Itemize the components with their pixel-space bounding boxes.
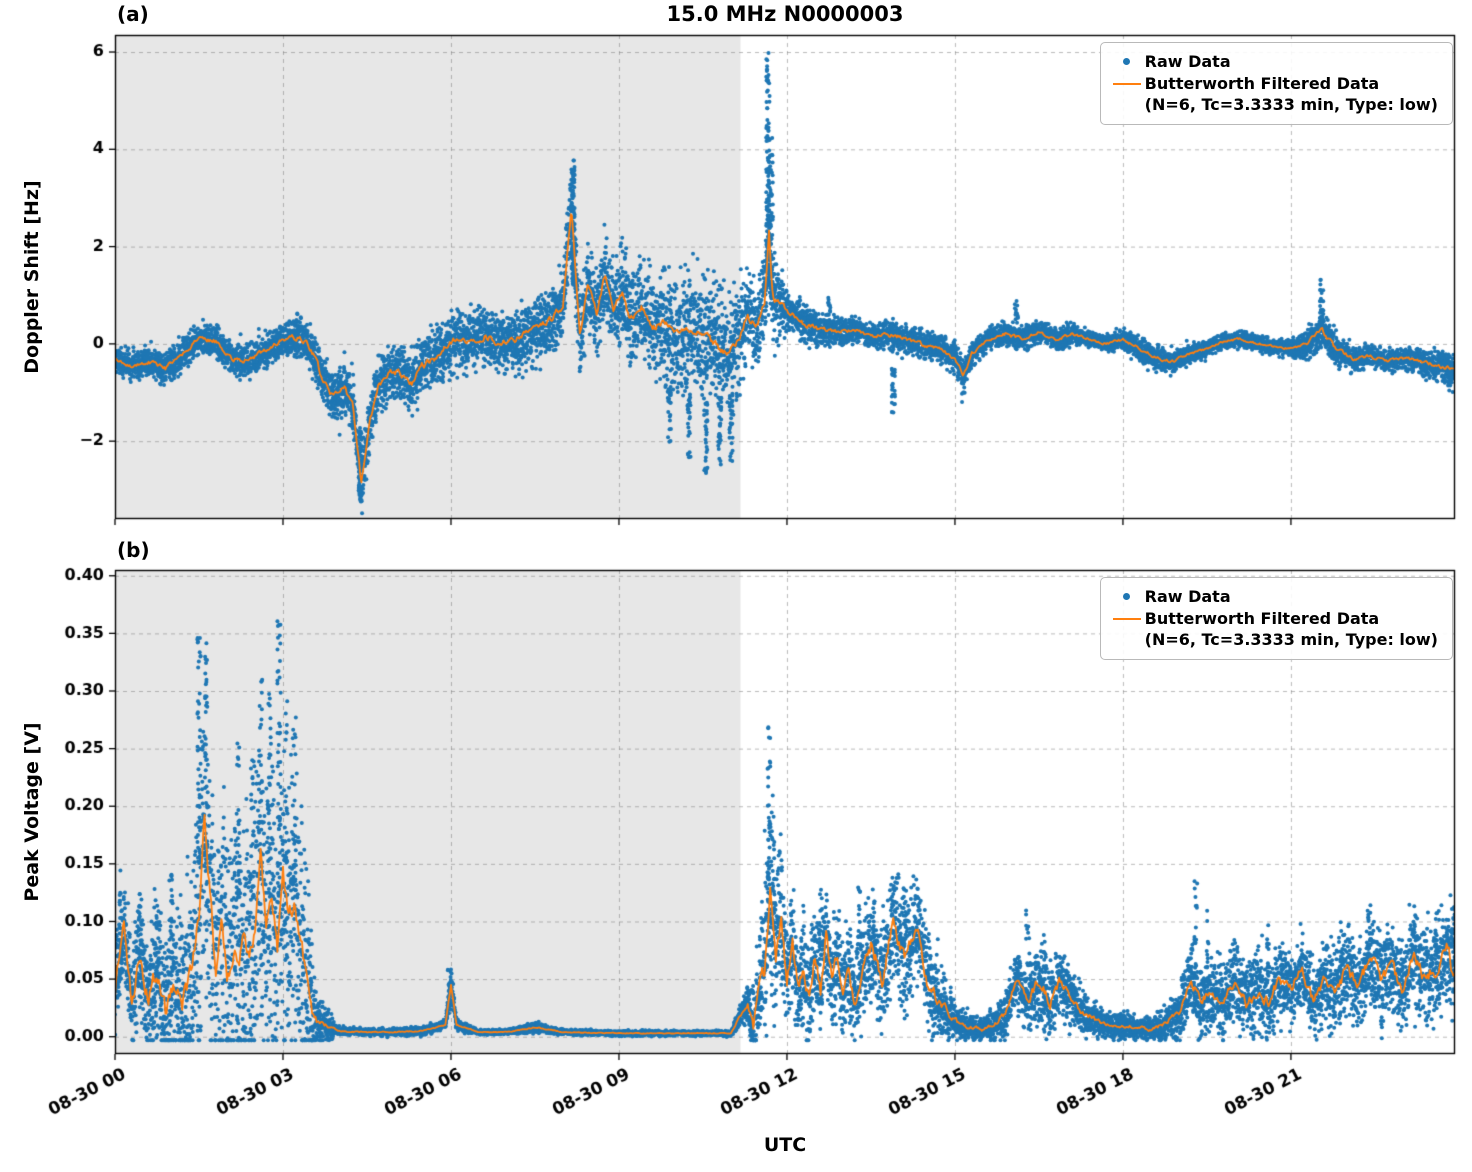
panel-a-label: (a) — [117, 2, 149, 26]
legend-panel-b: Raw Data Butterworth Filtered Data (N=6,… — [1099, 577, 1453, 660]
filtered-line-marker-icon — [1109, 73, 1145, 85]
y-axis-label-voltage: Peak Voltage [V] — [21, 722, 43, 902]
legend-filtered-label: Butterworth Filtered Data — [1144, 608, 1380, 628]
y-axis-label-doppler: Doppler Shift [Hz] — [21, 180, 43, 374]
x-axis-label: UTC — [763, 1134, 807, 1156]
legend-entry-filtered: Butterworth Filtered Data (N=6, Tc=3.333… — [1109, 608, 1438, 651]
legend-entry-raw: Raw Data — [1109, 51, 1438, 73]
legend-filtered-params: (N=6, Tc=3.3333 min, Type: low) — [1144, 630, 1438, 650]
panel-b-label: (b) — [117, 538, 150, 562]
chart-title: 15.0 MHz N0000003 — [666, 2, 904, 26]
legend-raw-label: Raw Data — [1144, 587, 1231, 606]
legend-filtered-label: Butterworth Filtered Data — [1144, 73, 1380, 93]
legend-panel-a: Raw Data Butterworth Filtered Data (N=6,… — [1099, 42, 1453, 125]
raw-data-marker-icon — [1109, 586, 1145, 600]
legend-raw-label: Raw Data — [1144, 52, 1231, 71]
raw-data-marker-icon — [1109, 51, 1145, 65]
filtered-line-marker-icon — [1109, 608, 1145, 620]
legend-entry-raw: Raw Data — [1109, 586, 1438, 608]
legend-filtered-params: (N=6, Tc=3.3333 min, Type: low) — [1144, 95, 1438, 115]
legend-entry-filtered: Butterworth Filtered Data (N=6, Tc=3.333… — [1109, 73, 1438, 116]
